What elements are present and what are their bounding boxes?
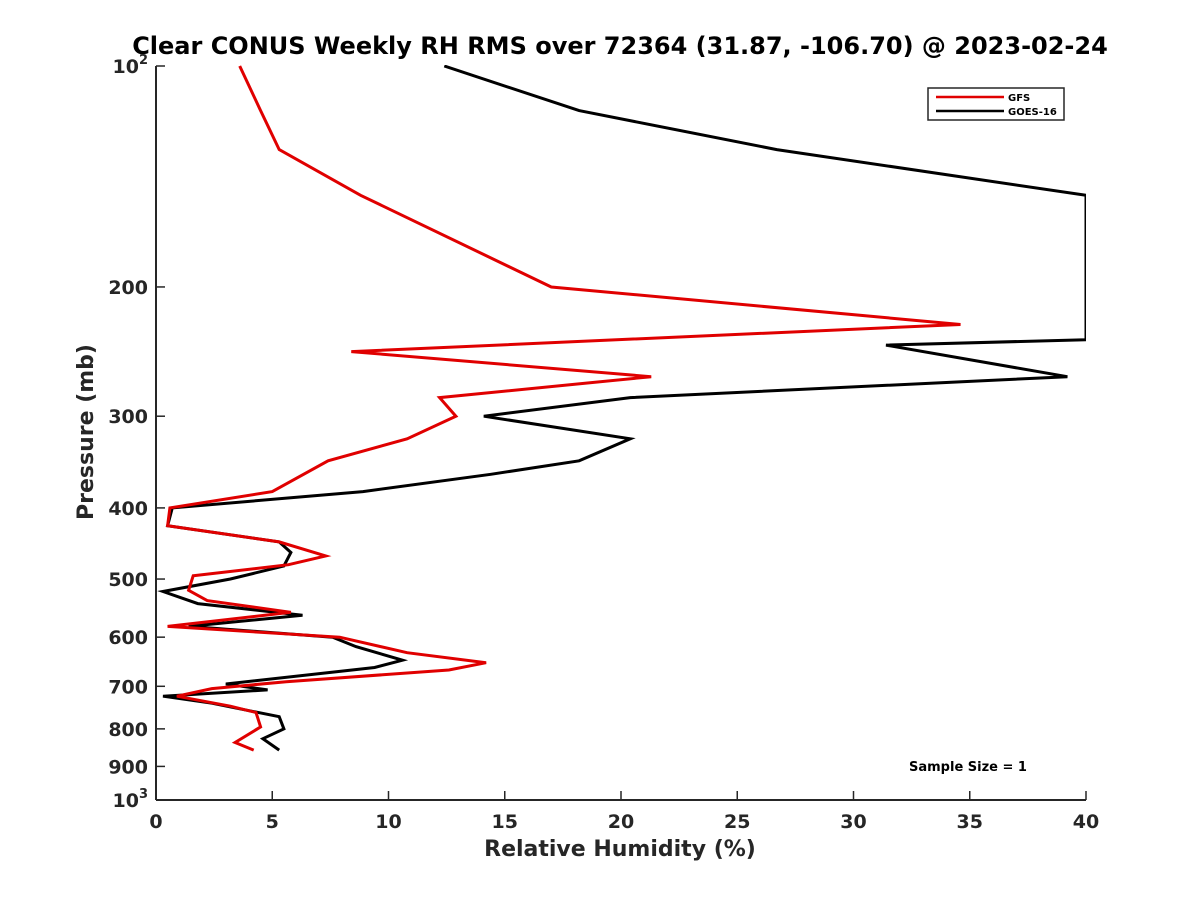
- x-tick-label: 0: [149, 811, 162, 833]
- y-tick-label: 900: [108, 756, 148, 778]
- y-tick-label: 600: [108, 627, 148, 649]
- x-tick-label: 35: [957, 811, 983, 833]
- x-tick-label: 40: [1073, 811, 1099, 833]
- series-line-gfs: [165, 65, 961, 752]
- axes: 0 5 10 15 20 25 30 35 40 102 200 300 400 500 600 700 800…: [108, 53, 1099, 833]
- y-tick-label: 500: [108, 569, 148, 591]
- legend-label-gfs: GFS: [1008, 93, 1030, 104]
- x-tick-label: 15: [492, 811, 518, 833]
- chart-title: Clear CONUS Weekly RH RMS over 72364 (31…: [132, 32, 1108, 60]
- x-tick-label: 10: [375, 811, 401, 833]
- y-tick-label: 200: [108, 277, 148, 299]
- y-tick-label: 103: [113, 787, 149, 812]
- series-lines: [157, 65, 1086, 752]
- x-tick-label: 30: [840, 811, 866, 833]
- x-tick-label: 5: [266, 811, 279, 833]
- y-tick-label: 300: [108, 406, 148, 428]
- series-group: [157, 65, 1086, 752]
- x-axis-label: Relative Humidity (%): [484, 837, 756, 862]
- y-tick-label: 800: [108, 719, 148, 741]
- legend-label-goes-16: GOES-16: [1008, 107, 1057, 118]
- y-tick-label: 400: [108, 498, 148, 520]
- x-tick-label: 25: [724, 811, 750, 833]
- x-tick-label: 20: [608, 811, 634, 833]
- legend: GFS GOES-16: [927, 87, 1065, 121]
- sample-size-annotation: Sample Size = 1: [909, 760, 1027, 775]
- y-tick-label: 700: [108, 676, 148, 698]
- legend-box: [927, 87, 1065, 121]
- y-tick-label: 102: [113, 53, 149, 78]
- y-axis-label: Pressure (mb): [74, 344, 99, 520]
